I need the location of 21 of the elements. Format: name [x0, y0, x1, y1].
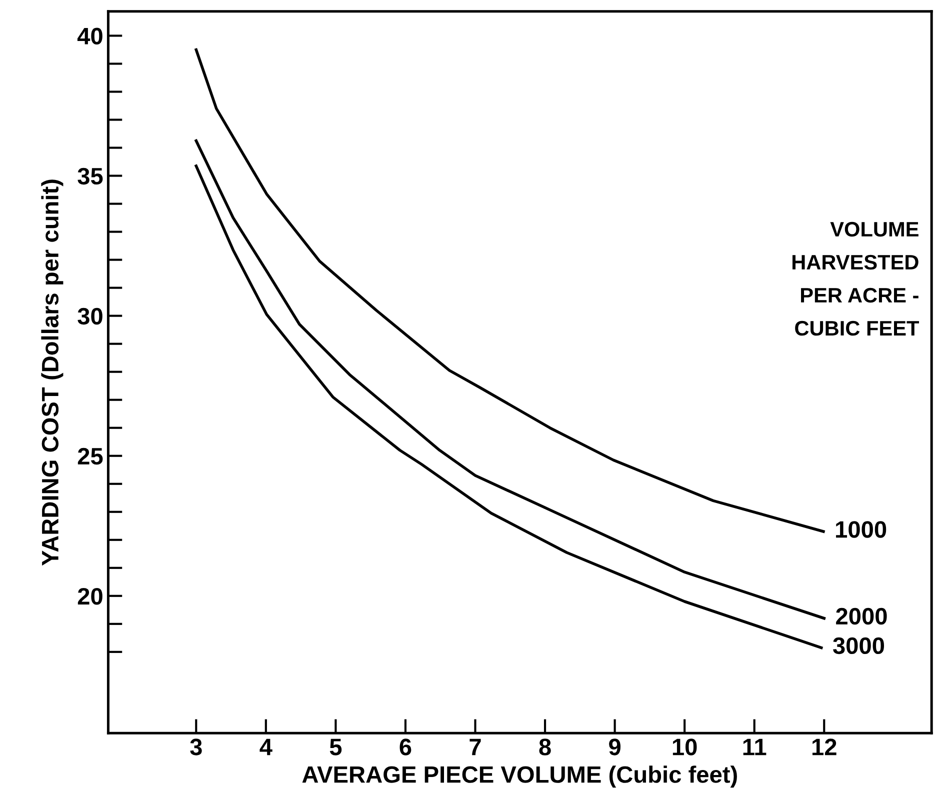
x-tick-label: 10 [672, 738, 697, 756]
x-tick-label: 9 [609, 738, 620, 756]
series-label: 3000 [832, 637, 884, 654]
x-tick-label: 7 [470, 738, 481, 756]
y-tick-label: 20 [78, 588, 102, 605]
x-tick-label: 3 [190, 738, 202, 756]
series-label: 1000 [836, 521, 886, 538]
y-tick-label: 40 [77, 28, 102, 45]
x-tick-label: 12 [812, 738, 836, 756]
x-tick-label: 6 [400, 738, 412, 756]
series-label: 2000 [836, 608, 887, 625]
x-tick-label: 4 [260, 738, 272, 756]
x-tick-label: 8 [539, 738, 551, 756]
y-tick-label: 25 [78, 448, 103, 465]
y-axis-title: YARDING COST (Dollars per cunit) [41, 180, 64, 566]
y-tick-label: 30 [78, 308, 102, 325]
x-axis-title: AVERAGE PIECE VOLUME (Cubic feet) [302, 766, 737, 788]
x-tick-label: 5 [330, 738, 342, 756]
x-tick-label: 11 [743, 738, 766, 756]
y-tick-label: 35 [78, 168, 103, 185]
legend-title: VOLUME HARVESTED PER ACRE - CUBIC FEET [792, 222, 920, 336]
